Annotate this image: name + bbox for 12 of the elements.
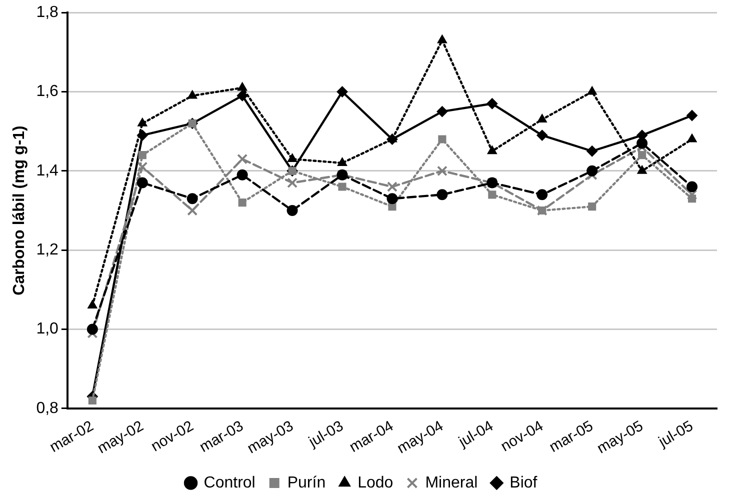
- legend-label: Purín: [287, 474, 326, 492]
- y-tick-label: 1,8: [36, 4, 59, 22]
- y-tick-label: 1,4: [36, 162, 59, 180]
- legend-label: Mineral: [425, 474, 478, 492]
- y-tick-label: 1,2: [36, 241, 59, 258]
- y-tick-label: 1,6: [36, 83, 59, 100]
- legend-label: Biof: [510, 474, 538, 492]
- y-tick-label: 0,8: [36, 400, 59, 417]
- legend-label: Control: [204, 474, 256, 492]
- legend-label: Lodo: [358, 474, 394, 492]
- y-axis-title: Carbono lábil (mg g-1): [11, 126, 28, 296]
- y-tick-label: 1,0: [36, 320, 59, 338]
